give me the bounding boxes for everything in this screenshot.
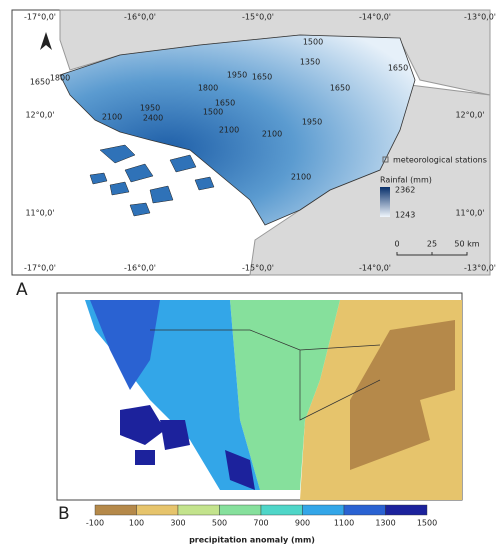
contour-label: 2100 <box>262 130 282 139</box>
colorbar-tick: 900 <box>295 519 310 528</box>
coordinate-labels: -17°0,0' -17°0,0' -16°0,0' -16°0,0' -15°0,0'… <box>24 13 496 273</box>
colorbar-segment <box>343 504 386 516</box>
contour-label: 2100 <box>219 126 239 135</box>
contour-label: 1500 <box>203 108 223 117</box>
lon-label: -15°0,0' <box>242 264 274 273</box>
lat-label: 11°0,0' <box>455 209 484 218</box>
colorbar-tick: 1500 <box>417 519 437 528</box>
scale-labels: 0 25 50 km <box>394 240 479 249</box>
station-symbol <box>382 156 389 163</box>
panel-label: A <box>16 280 28 300</box>
scale-label: 25 <box>427 240 437 249</box>
colorbar-segment <box>260 504 303 516</box>
colorbar-segment <box>302 504 345 516</box>
field-brown <box>350 320 455 470</box>
colorbar-tick: -100 <box>86 519 104 528</box>
colorbar-segment <box>136 504 179 516</box>
contour-label: 2400 <box>143 114 163 123</box>
lon-label: -13°0,0' <box>464 264 496 273</box>
colorbar-tick: 100 <box>129 519 144 528</box>
lon-label: -14°0,0' <box>359 264 391 273</box>
scale-label: 50 km <box>454 240 479 249</box>
legend-title: Rainfal (mm) <box>380 176 432 185</box>
contour-label: 1500 <box>303 38 323 47</box>
scale-label: 0 <box>394 240 399 249</box>
legend-ramp <box>380 187 390 217</box>
borders <box>150 329 381 421</box>
lat-label: 12°0,0' <box>25 111 54 120</box>
colorbar-tick: 1100 <box>334 519 354 528</box>
scale-bar <box>396 252 468 256</box>
contour-label: 1950 <box>227 71 247 80</box>
colorbar-label: precipitation anomaly (mm) <box>189 536 315 545</box>
colorbar-segment <box>177 504 220 516</box>
north-arrow <box>40 32 52 50</box>
lon-label: -17°0,0' <box>24 264 56 273</box>
lon-label: -17°0,0' <box>24 13 56 22</box>
panel-label: B <box>58 504 70 524</box>
colorbar-segment <box>219 504 262 516</box>
lon-label: -16°0,0' <box>124 13 156 22</box>
contour-label: 1800 <box>50 74 70 83</box>
colorbar-segment <box>94 504 137 516</box>
colorbar-tick: 300 <box>170 519 185 528</box>
contour-label: 2100 <box>291 173 311 182</box>
contour-label: 1650 <box>30 78 50 87</box>
contour-label: 1950 <box>302 118 322 127</box>
map-b <box>56 292 463 501</box>
legend-max: 2362 <box>395 186 415 195</box>
lat-label: 11°0,0' <box>25 209 54 218</box>
lon-label: -15°0,0' <box>242 13 274 22</box>
field-islands <box>120 405 255 490</box>
contour-label: 1950 <box>140 104 160 113</box>
colorbar-segment <box>385 504 428 516</box>
legend-stations: meteorological stations <box>393 156 487 165</box>
colorbar-tick: 500 <box>212 519 227 528</box>
legend-min: 1243 <box>395 211 415 220</box>
country <box>59 34 416 226</box>
field-green <box>230 300 340 490</box>
contour-label: 1650 <box>252 73 272 82</box>
contour-label: 1800 <box>198 84 218 93</box>
lon-label: -16°0,0' <box>124 264 156 273</box>
islands <box>89 144 215 217</box>
field-darkblue <box>90 300 160 390</box>
colorbar: -100 100 300 500 700 900 1100 1300 1500 <box>86 504 437 528</box>
colorbar-tick: 700 <box>253 519 268 528</box>
contour-label: 2100 <box>102 113 122 122</box>
contour-label: 1650 <box>388 64 408 73</box>
contour-label: 1650 <box>215 99 235 108</box>
lat-label: 12°0,0' <box>455 111 484 120</box>
lon-label: -14°0,0' <box>359 13 391 22</box>
contour-label: 1350 <box>300 58 320 67</box>
lon-label: -13°0,0' <box>464 13 496 22</box>
colorbar-tick: 1300 <box>375 519 395 528</box>
contour-label: 1650 <box>330 84 350 93</box>
